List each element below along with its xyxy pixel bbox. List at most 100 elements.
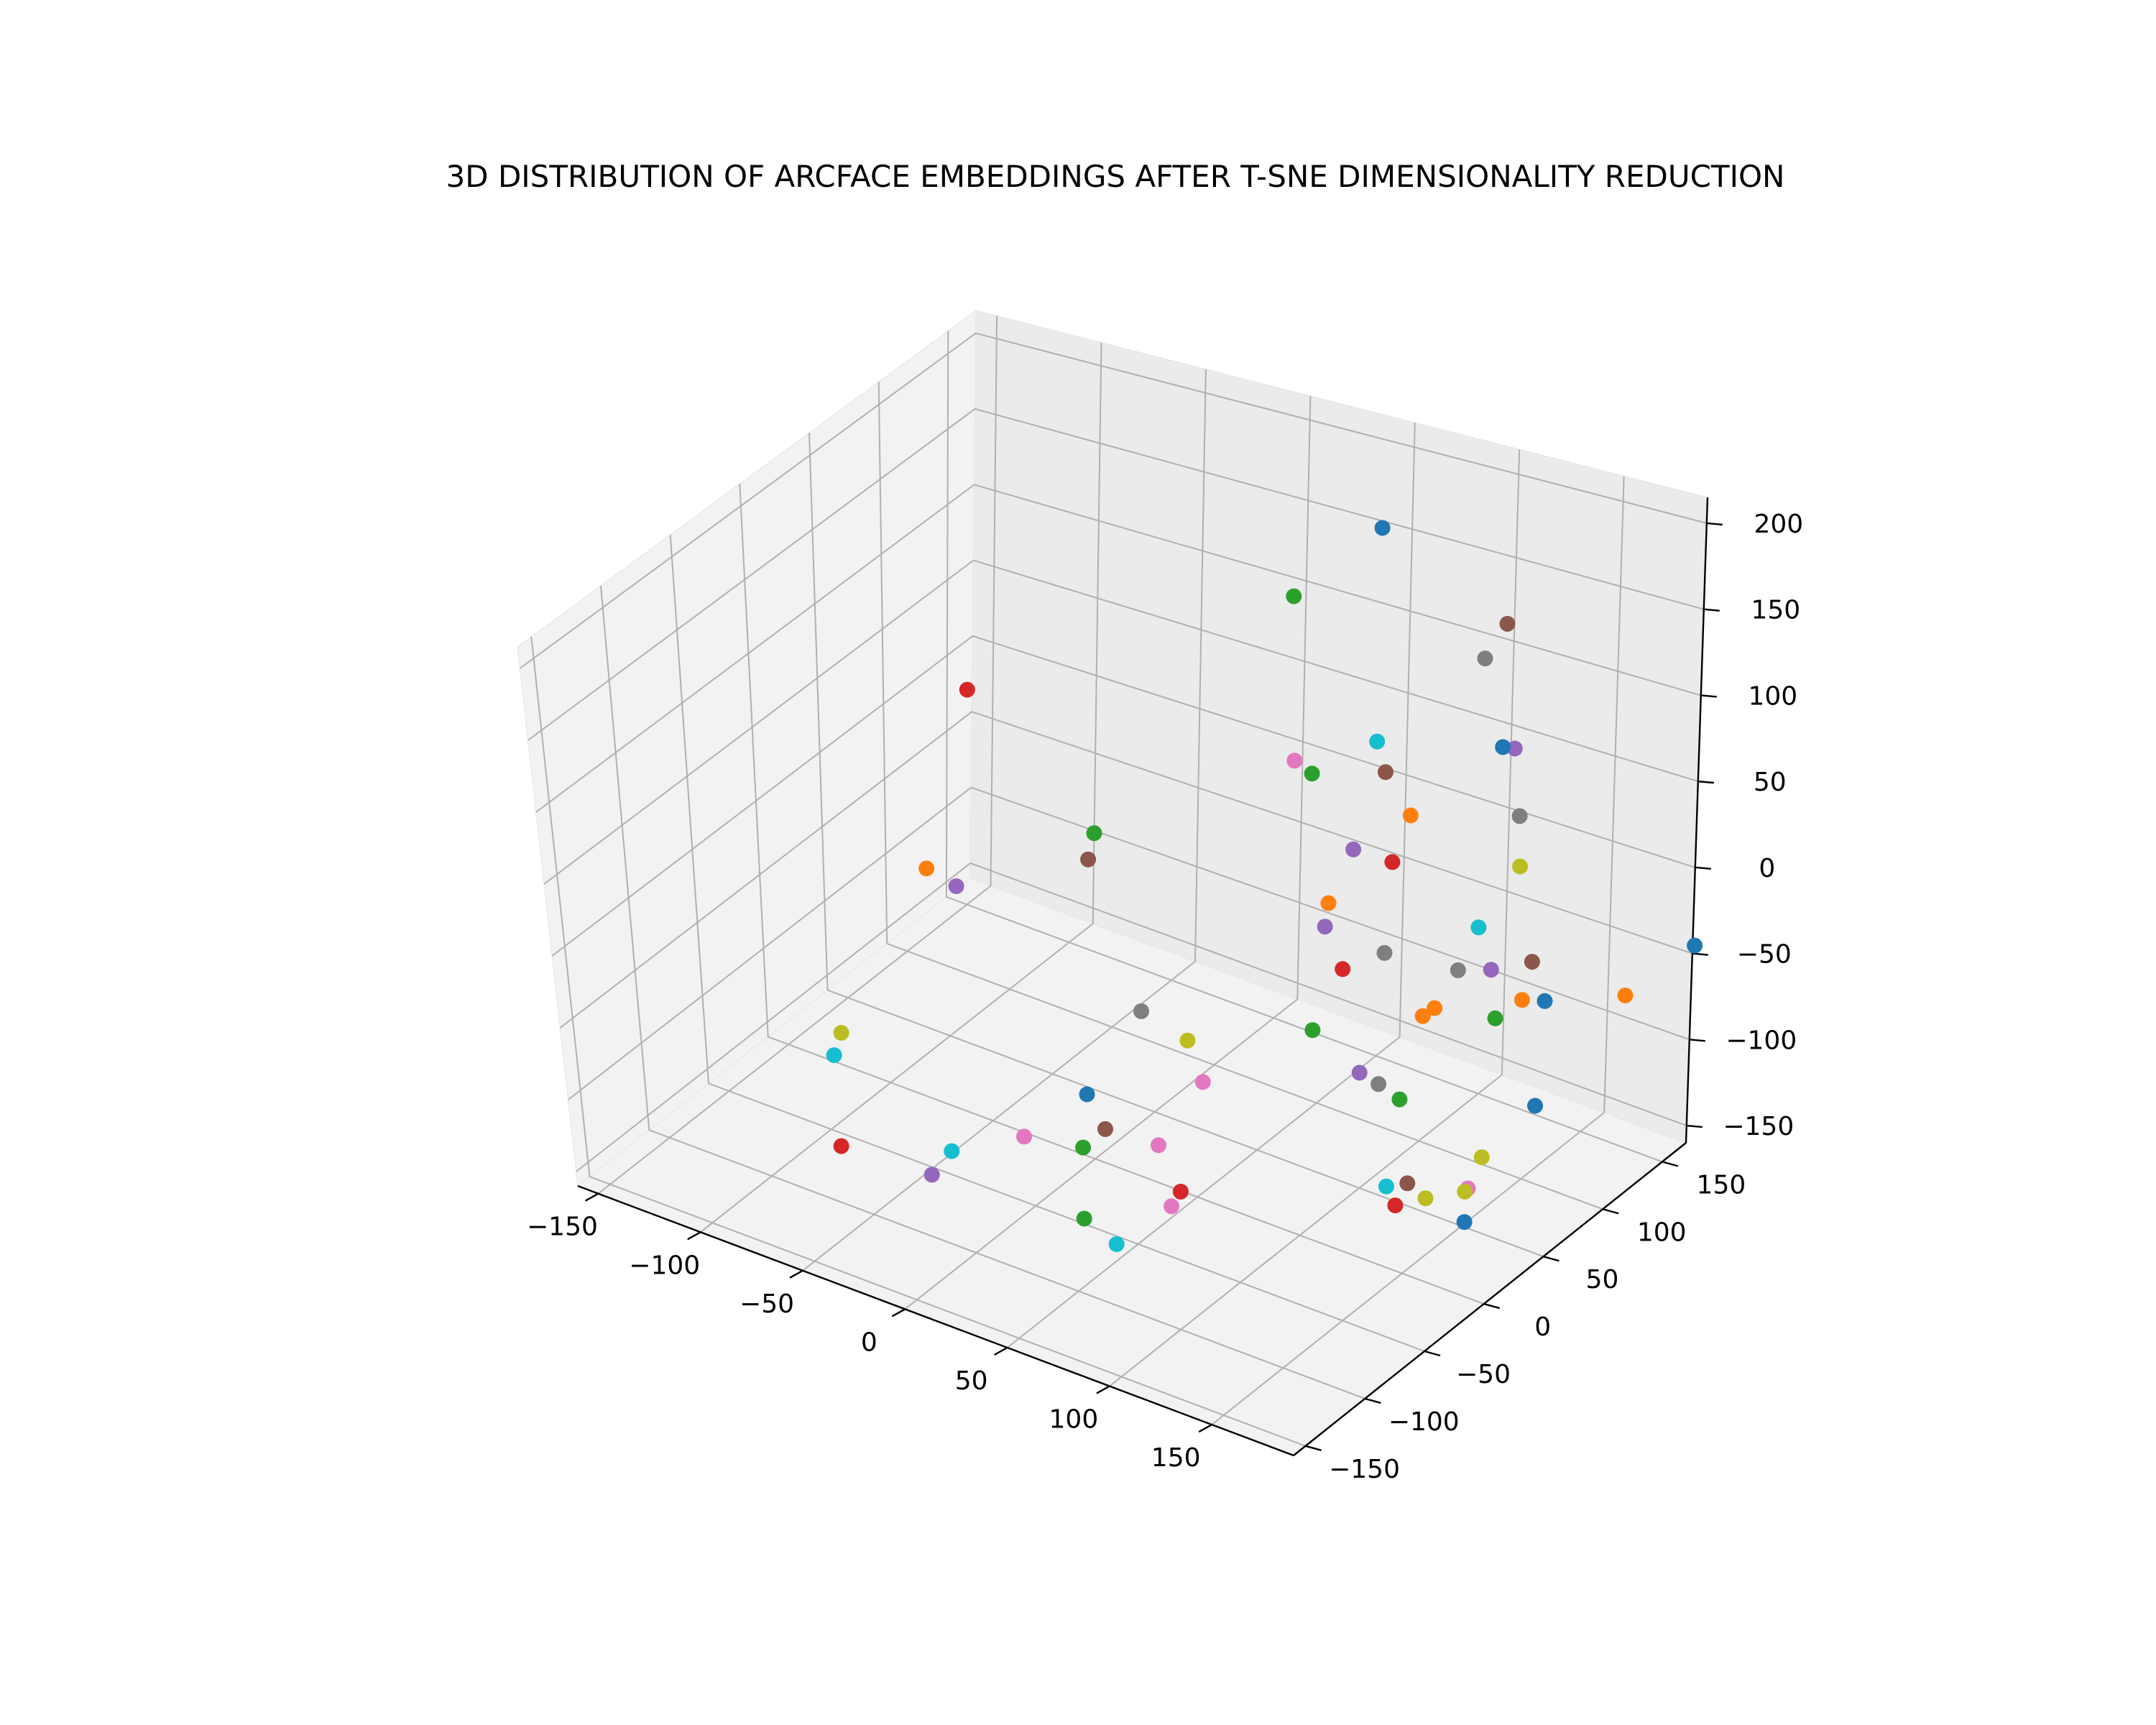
data-point — [1179, 1032, 1196, 1049]
data-point — [1470, 919, 1487, 936]
z-gridline — [535, 484, 1702, 813]
data-point — [1427, 1000, 1443, 1016]
z-tick-mark — [1692, 952, 1708, 956]
z-tick-mark — [1700, 694, 1717, 698]
x-tick-label: −100 — [629, 1251, 700, 1280]
z-tick-label: −50 — [1737, 940, 1792, 970]
data-point — [959, 681, 975, 698]
data-points — [826, 520, 1703, 1252]
data-point — [1511, 808, 1528, 824]
data-point — [1514, 992, 1530, 1008]
data-point — [1075, 1139, 1092, 1156]
x-tick-label: 100 — [1049, 1405, 1099, 1435]
axes-grid — [519, 316, 1708, 1447]
x-tick-mark — [994, 1346, 1008, 1356]
data-point — [1016, 1128, 1032, 1145]
y-tick-mark — [1424, 1350, 1441, 1357]
data-point — [1370, 1076, 1387, 1092]
y-tick-mark — [1364, 1397, 1381, 1404]
x-tick-label: −150 — [527, 1213, 598, 1242]
data-point — [1079, 1086, 1095, 1103]
data-point — [1399, 1175, 1416, 1192]
data-point — [1151, 1137, 1166, 1154]
data-point — [1414, 1008, 1431, 1024]
data-point — [1527, 1098, 1543, 1114]
data-point — [1286, 588, 1302, 604]
axes-panes — [517, 310, 1708, 1456]
data-point — [1097, 1121, 1113, 1137]
y-tick-label: 0 — [1534, 1312, 1551, 1342]
z-gridline — [519, 332, 1708, 669]
y-tick-mark — [1305, 1445, 1322, 1451]
data-point — [1384, 854, 1401, 870]
y-tick-label: −50 — [1456, 1360, 1511, 1389]
x-tick-label: −50 — [740, 1289, 794, 1319]
data-point — [826, 1047, 842, 1064]
x-tick-label: 0 — [861, 1328, 877, 1357]
data-point — [1286, 753, 1303, 769]
y-gridline — [739, 484, 1485, 1305]
y-gridline — [808, 433, 1544, 1258]
data-point — [1483, 962, 1499, 978]
data-point — [1495, 739, 1511, 755]
data-point — [1080, 851, 1097, 868]
z-tick-label: −150 — [1723, 1112, 1794, 1141]
z-gridline — [576, 862, 1687, 1172]
data-point — [1374, 520, 1391, 536]
y-gridline — [877, 382, 1603, 1210]
y-gridline — [945, 331, 1663, 1163]
x-tick-mark — [584, 1192, 599, 1202]
data-point — [1391, 1091, 1408, 1108]
data-point — [1456, 1214, 1473, 1230]
z-tick-label: 100 — [1748, 681, 1797, 711]
x-tick-label: 50 — [955, 1366, 988, 1396]
z-tick-label: 150 — [1751, 596, 1800, 625]
z-tick-mark — [1697, 780, 1714, 784]
z-tick-mark — [1689, 1039, 1705, 1042]
data-point — [1076, 1210, 1092, 1227]
y-tick-label: −100 — [1388, 1407, 1460, 1437]
y-tick-label: −150 — [1329, 1455, 1400, 1484]
data-point — [1164, 1198, 1179, 1215]
x-axis-line — [577, 1184, 1294, 1457]
x-tick-mark — [1096, 1385, 1110, 1394]
z-axis-line — [1685, 497, 1709, 1144]
x-tick-mark — [789, 1269, 803, 1279]
data-point — [1378, 1178, 1394, 1195]
data-point — [1317, 919, 1333, 935]
y-axis-line — [1293, 1142, 1687, 1456]
data-point — [1108, 1236, 1125, 1252]
x-tick-mark — [687, 1231, 701, 1241]
x-tick-mark — [1198, 1424, 1212, 1433]
data-point — [1450, 962, 1466, 978]
y-gridline — [530, 636, 1306, 1447]
data-point — [1369, 733, 1386, 750]
z-gridline — [543, 559, 1699, 885]
data-point — [1376, 944, 1393, 961]
data-point — [1402, 807, 1419, 824]
data-point — [1477, 650, 1493, 667]
y-tick-mark — [1662, 1161, 1679, 1167]
data-point — [1387, 1197, 1404, 1214]
data-point — [1304, 1022, 1321, 1039]
data-point — [918, 860, 935, 877]
data-point — [1487, 1010, 1503, 1026]
y-tick-label: 100 — [1637, 1218, 1687, 1247]
z-tick-mark — [1686, 1124, 1703, 1128]
data-point — [1473, 1149, 1490, 1166]
z-gridline — [559, 711, 1693, 1029]
data-point — [1524, 954, 1540, 970]
data-point — [1687, 937, 1703, 954]
data-point — [1086, 825, 1102, 842]
data-point — [1320, 895, 1337, 911]
tick-labels: −150 −100 −50 0 50 100 150 −150 −100 −50 0 50 100 150… — [527, 510, 1803, 1484]
chart-title: 3D DISTRIBUTION OF ARCFACE EMBEDDINGS AF… — [446, 159, 1785, 194]
z-gridline — [528, 408, 1705, 741]
y-tick-mark — [1483, 1302, 1501, 1310]
y-tick-label: 150 — [1697, 1170, 1746, 1200]
data-point — [1351, 1064, 1368, 1081]
data-point — [1335, 961, 1351, 978]
z-tick-mark — [1703, 608, 1720, 612]
z-tick-label: 50 — [1754, 768, 1787, 797]
